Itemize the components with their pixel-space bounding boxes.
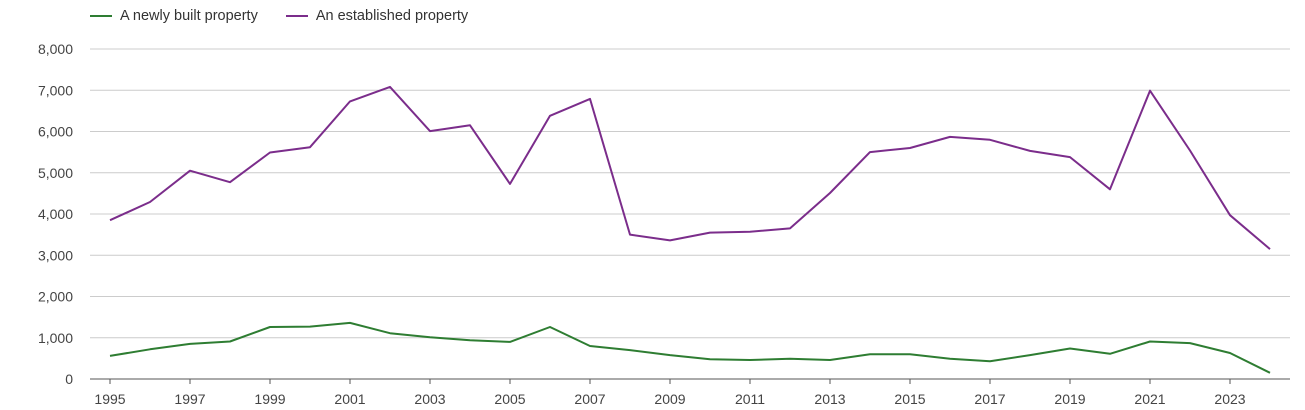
- series-line-established[interactable]: [109, 85, 1271, 250]
- x-tick-label: 2011: [735, 391, 765, 407]
- legend-item-new-build[interactable]: A newly built property: [90, 8, 258, 24]
- x-tick-label: 2019: [1054, 391, 1085, 407]
- legend-label-new-build: A newly built property: [120, 8, 258, 24]
- legend-item-established[interactable]: An established property: [285, 8, 469, 24]
- x-tick-label: 2023: [1214, 391, 1245, 407]
- y-tick-label: 4,000: [38, 206, 73, 222]
- x-tick-label: 2005: [494, 391, 525, 407]
- series-lines: [109, 85, 1271, 374]
- series-line-new-build[interactable]: [109, 321, 1271, 374]
- y-tick-label: 1,000: [38, 330, 73, 346]
- x-tick-label: 2015: [894, 391, 925, 407]
- x-tick-label: 1999: [254, 391, 285, 407]
- x-tick-label: 2009: [654, 391, 685, 407]
- y-tick-label: 7,000: [38, 82, 73, 98]
- y-tick-label: 2,000: [38, 289, 73, 305]
- y-tick-label: 0: [65, 371, 73, 387]
- x-tick-label: 2017: [974, 391, 1005, 407]
- y-tick-label: 6,000: [38, 124, 73, 140]
- y-axis-ticks: 0 1,000 2,000 3,000 4,000 5,000 6,000 7,000 8,00…: [38, 41, 73, 387]
- x-tick-label: 1997: [174, 391, 205, 407]
- x-tick-label: 2013: [814, 391, 845, 407]
- x-tick-label: 1995: [94, 391, 125, 407]
- x-tick-label: 2003: [414, 391, 445, 407]
- y-tick-label: 3,000: [38, 247, 73, 263]
- legend-swatch-established: [285, 15, 308, 17]
- x-axis-ticks: 1995 1997 1999 2001 2003 2005 2007 2009 2011 2013…: [94, 379, 1246, 407]
- y-tick-label: 5,000: [38, 165, 73, 181]
- legend-swatch-new-build: [90, 15, 112, 17]
- x-tick-label: 2021: [1134, 391, 1165, 407]
- chart-legend: A newly built property An established pr…: [90, 5, 468, 27]
- gridlines: [90, 48, 1290, 380]
- x-tick-label: 2007: [574, 391, 605, 407]
- x-tick-label: 2001: [334, 391, 365, 407]
- y-tick-label: 8,000: [38, 41, 73, 57]
- legend-label-established: An established property: [315, 8, 469, 24]
